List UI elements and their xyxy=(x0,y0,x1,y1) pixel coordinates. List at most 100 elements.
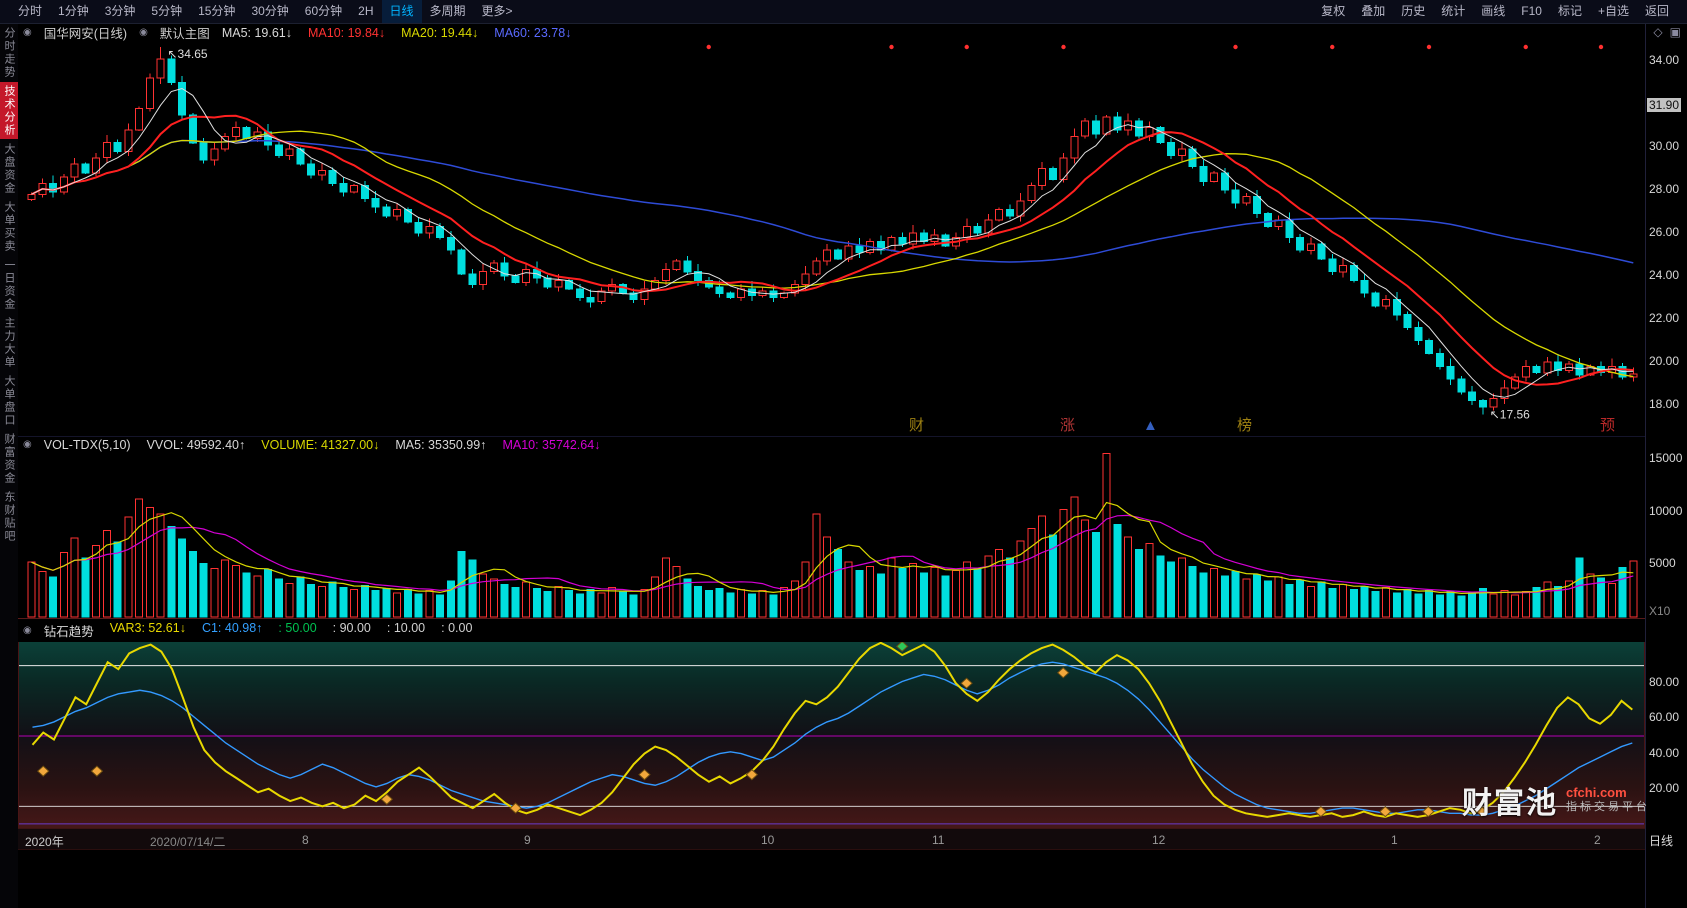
volume-bar xyxy=(1575,557,1584,618)
watermark-char: 财 xyxy=(909,417,924,434)
panel-collapse-icon[interactable]: ◉ xyxy=(23,27,32,38)
sidebar-item[interactable]: 分时走势 xyxy=(3,26,15,79)
volume-bar xyxy=(328,581,337,618)
candle-body xyxy=(457,249,466,275)
price-tick: 22.00 xyxy=(1649,311,1680,325)
ma-label: MA5: 19.61↓ xyxy=(221,25,292,40)
main-chart-canvas[interactable]: ↖34.65 ↖17.56 财 涨 ▲ 榜 预 xyxy=(18,41,1645,436)
volume-bar xyxy=(1521,591,1530,618)
volume-bar xyxy=(1070,496,1079,618)
volume-bar xyxy=(1317,581,1326,618)
volume-bar xyxy=(726,592,735,618)
candle-body xyxy=(1317,243,1326,260)
candle-body xyxy=(307,163,315,176)
scheme-label[interactable]: 默认主图 xyxy=(159,27,210,41)
volume-bar xyxy=(909,562,917,618)
indicator-collapse-icon[interactable]: ◉ xyxy=(23,625,32,636)
candle-body xyxy=(1263,213,1272,228)
toolbar-tool[interactable]: 返回 xyxy=(1644,4,1669,18)
volume-bar xyxy=(984,555,993,618)
volume-bar xyxy=(608,587,616,618)
volume-header-label: MA5: 35350.99↑ xyxy=(395,437,487,452)
main-chart-header: ◉ 国华网安(日线) ◉ 默认主图 MA5: 19.61↓ MA10: 19.84… xyxy=(18,24,1645,41)
candle-body xyxy=(350,185,358,193)
window-icon[interactable]: ◇ xyxy=(1653,25,1663,39)
candle-body xyxy=(1285,219,1294,238)
toolbar-item[interactable]: 3分钟 xyxy=(104,4,136,18)
volume-bar xyxy=(59,552,68,618)
sidebar-item[interactable]: 大盘资金 xyxy=(3,142,15,195)
sidebar-item[interactable]: 大单买卖 xyxy=(3,200,15,253)
date-label: 2020年 xyxy=(25,835,64,849)
toolbar-item[interactable]: 30分钟 xyxy=(251,4,289,18)
volume-collapse-icon[interactable]: ◉ xyxy=(23,439,32,450)
volume-bar xyxy=(866,565,874,618)
toolbar-item[interactable]: 15分钟 xyxy=(198,4,236,18)
candle-body xyxy=(640,288,649,301)
toolbar-tool[interactable]: 标记 xyxy=(1557,4,1582,18)
sidebar-item[interactable]: 财富资金 xyxy=(3,432,15,485)
candle-body xyxy=(468,273,477,286)
volume-bar xyxy=(1435,594,1444,618)
indicator-header-label: VAR3: 52.61↓ xyxy=(109,621,186,635)
volume-bar xyxy=(188,551,197,618)
candle-body xyxy=(1296,236,1304,251)
volume-bar xyxy=(1446,591,1455,618)
price-tick: 24.00 xyxy=(1649,268,1680,282)
candle-body xyxy=(1328,258,1337,273)
toolbar-tool[interactable]: F10 xyxy=(1521,4,1542,18)
candle-body xyxy=(274,144,283,157)
volume-bar xyxy=(1457,595,1466,618)
volume-bar xyxy=(296,576,305,618)
toolbar-tool[interactable]: +自选 xyxy=(1597,4,1629,18)
candle-body xyxy=(425,226,434,234)
candle-body xyxy=(59,176,68,193)
volume-bar xyxy=(124,516,133,618)
toolbar-item[interactable]: 5分钟 xyxy=(151,4,183,18)
toolbar-tool[interactable]: 历史 xyxy=(1401,4,1426,18)
toolbar-tool[interactable]: 叠加 xyxy=(1361,4,1386,18)
volume-header: ◉ VOL-TDX(5,10) VVOL: 49592.40↑ VOLUME: 41… xyxy=(18,436,1645,452)
candle-body xyxy=(1457,378,1466,393)
scheme-icon[interactable]: ◉ xyxy=(139,27,148,38)
toolbar-item[interactable]: 2H xyxy=(358,4,374,18)
volume-bar xyxy=(1586,573,1595,618)
toolbar-item[interactable]: 多周期 xyxy=(429,4,466,18)
volume-bar xyxy=(522,581,530,618)
volume-bar xyxy=(586,589,595,618)
indicator-chart-canvas[interactable] xyxy=(18,642,1645,828)
sidebar-item[interactable]: 主力大单 xyxy=(3,316,15,369)
candle-body xyxy=(231,127,240,137)
candle-body xyxy=(1382,299,1390,307)
indicator-header-label: 钻石趋势 xyxy=(43,625,94,639)
sidebar-item[interactable]: 大单盘口 xyxy=(3,374,15,427)
volume-chart-canvas[interactable] xyxy=(18,452,1645,618)
toolbar-item[interactable]: 分时 xyxy=(18,4,43,18)
candle-body xyxy=(285,148,294,157)
signal-dot xyxy=(1330,44,1335,50)
window-icon[interactable]: ▣ xyxy=(1669,25,1681,39)
toolbar-item[interactable]: 更多> xyxy=(481,4,513,18)
sidebar-item[interactable]: 技术分析 xyxy=(0,82,18,139)
candle-body xyxy=(199,142,208,161)
volume-bar xyxy=(618,591,627,618)
toolbar-item[interactable]: 1分钟 xyxy=(58,4,89,18)
toolbar-item[interactable]: 日线 xyxy=(381,0,422,23)
watermark-char: 预 xyxy=(1600,417,1615,434)
candle-body xyxy=(1038,168,1046,187)
toolbar-tool[interactable]: 画线 xyxy=(1481,4,1506,18)
candle-body xyxy=(790,284,799,294)
volume-bar xyxy=(833,549,842,618)
sidebar-item[interactable]: 东财贴吧 xyxy=(3,490,15,543)
candle-body xyxy=(1435,352,1444,367)
volume-bar xyxy=(489,578,498,618)
sidebar-item[interactable]: 一日资金 xyxy=(3,258,15,311)
toolbar-tool[interactable]: 复权 xyxy=(1321,4,1346,18)
candle-body xyxy=(479,271,487,286)
volume-bar xyxy=(468,559,477,618)
toolbar-tool[interactable]: 统计 xyxy=(1441,4,1466,18)
candle-body xyxy=(672,260,681,271)
candle-body xyxy=(27,193,36,201)
date-axis[interactable]: 2020年 2020/07/14/二 8 9 10 11 12 1 2 xyxy=(18,828,1645,850)
toolbar-item[interactable]: 60分钟 xyxy=(304,4,343,18)
